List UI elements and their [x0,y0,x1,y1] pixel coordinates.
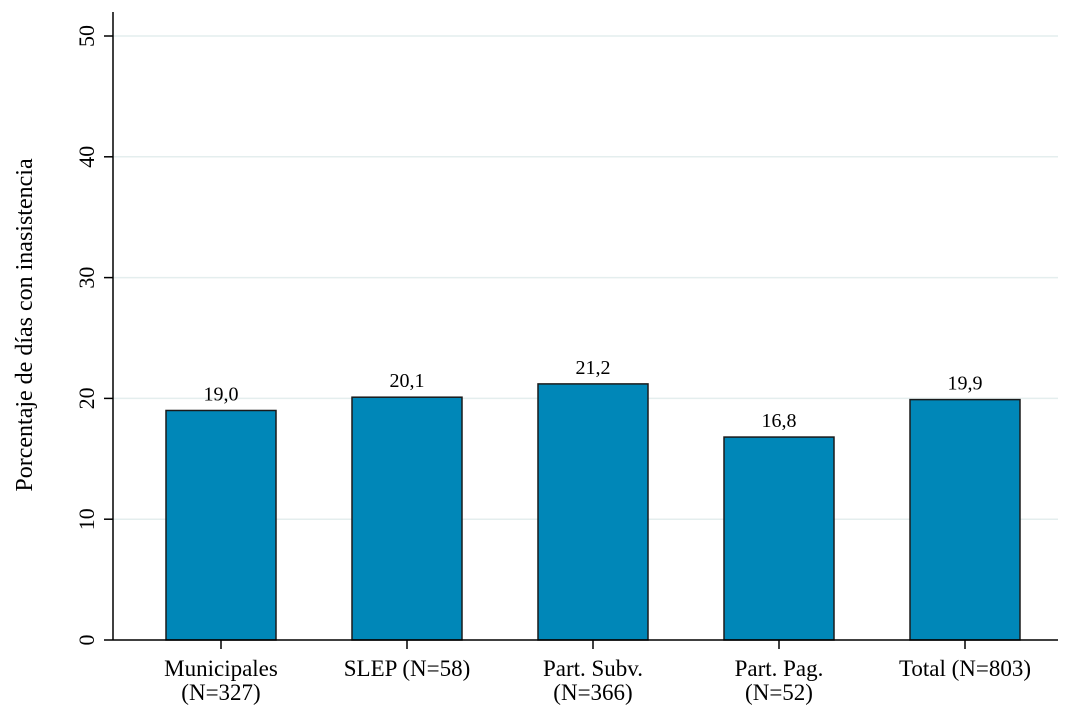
x-tick-labels: Municipales(N=327) SLEP (N=58) Part. Subv.… [164,640,1031,705]
x-tick-label: Part. Subv. [543,656,643,681]
bar [723,436,835,641]
x-tick-label: SLEP (N=58) [344,656,470,681]
x-tick-label: (N=327) [181,680,260,705]
bar-value-label: 19,9 [948,373,983,395]
bar-value-label: 16,8 [762,410,797,432]
y-tick-label: 40 [74,146,99,168]
y-ticks: 0 10 20 30 40 50 [74,25,113,646]
x-tick-label: Total (N=803) [899,656,1031,681]
x-tick-label: (N=366) [553,680,632,705]
bar [165,409,277,641]
y-tick-label: 20 [74,387,99,409]
bar-value-label: 19,0 [204,383,239,405]
y-axis-label: Porcentaje de días con inasistencia [12,158,38,492]
y-tick-label: 0 [74,635,99,646]
bars [165,383,1021,641]
x-tick-label: Municipales [164,656,278,681]
y-tick-label: 30 [74,267,99,289]
x-tick-label: Part. Pag. [735,656,824,681]
x-tick-label: (N=52) [745,680,813,705]
gridlines [113,35,1058,520]
bar-value-label: 20,1 [390,370,425,392]
bar [909,398,1021,641]
data-labels: 19,0 20,1 21,2 16,8 19,9 [204,357,983,432]
axes [112,12,1058,641]
bar-value-label: 21,2 [576,357,611,379]
bar [351,396,463,641]
bar [537,383,649,641]
y-tick-label: 10 [74,508,99,530]
y-tick-label: 50 [74,25,99,47]
